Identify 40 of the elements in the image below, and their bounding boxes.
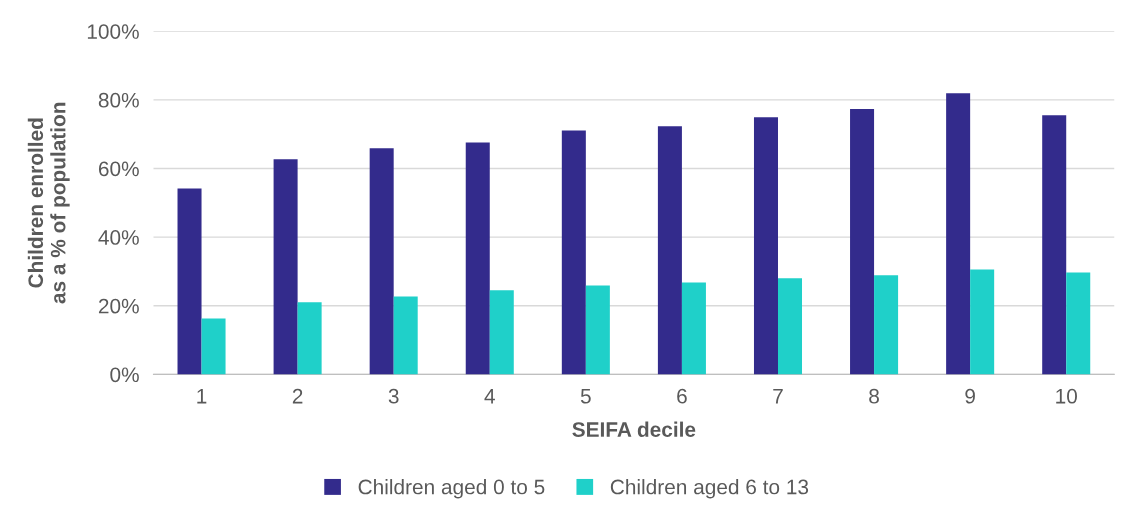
x-tick-label: 3 [388, 388, 399, 404]
bar [850, 109, 875, 375]
bar [874, 275, 899, 375]
legend-label: Children aged 6 to 13 [610, 479, 809, 499]
bar [777, 278, 803, 375]
x-tick-label: 1 [197, 389, 207, 404]
bar [465, 142, 490, 375]
x-tick-label: 6 [677, 388, 687, 404]
y-axis-title: Children enrolled as a % of population [27, 102, 70, 304]
bar [970, 269, 995, 375]
bar [753, 117, 778, 375]
y-tick-label: 0% [110, 367, 139, 383]
bar [1066, 272, 1091, 375]
bar [393, 296, 418, 375]
bar [681, 282, 706, 375]
bar [657, 126, 682, 375]
y-tick-label: 80% [98, 92, 139, 108]
x-tick-label: 9 [965, 388, 975, 404]
x-tick-label: 2 [292, 388, 303, 404]
bar [946, 93, 971, 375]
bar [297, 302, 322, 375]
bar [369, 148, 394, 375]
bar [489, 290, 514, 375]
x-tick-label: 8 [869, 388, 879, 404]
x-tick-label: 7 [773, 389, 783, 404]
bar [1042, 115, 1067, 375]
bar [201, 318, 226, 375]
bar [585, 285, 610, 375]
bar [561, 130, 586, 375]
bar [177, 188, 202, 375]
y-tick-label: 60% [98, 161, 139, 177]
x-axis-title: SEIFA decile [572, 421, 696, 437]
y-tick-label: 100% [87, 24, 139, 39]
y-tick-label: 20% [98, 298, 139, 314]
x-tick-label: 5 [580, 389, 591, 404]
legend-label: Children aged 0 to 5 [358, 479, 545, 499]
y-tick-label: 40% [98, 230, 139, 245]
bar [273, 159, 298, 375]
x-tick-label: 10 [1056, 388, 1077, 404]
x-tick-label: 4 [484, 389, 495, 404]
